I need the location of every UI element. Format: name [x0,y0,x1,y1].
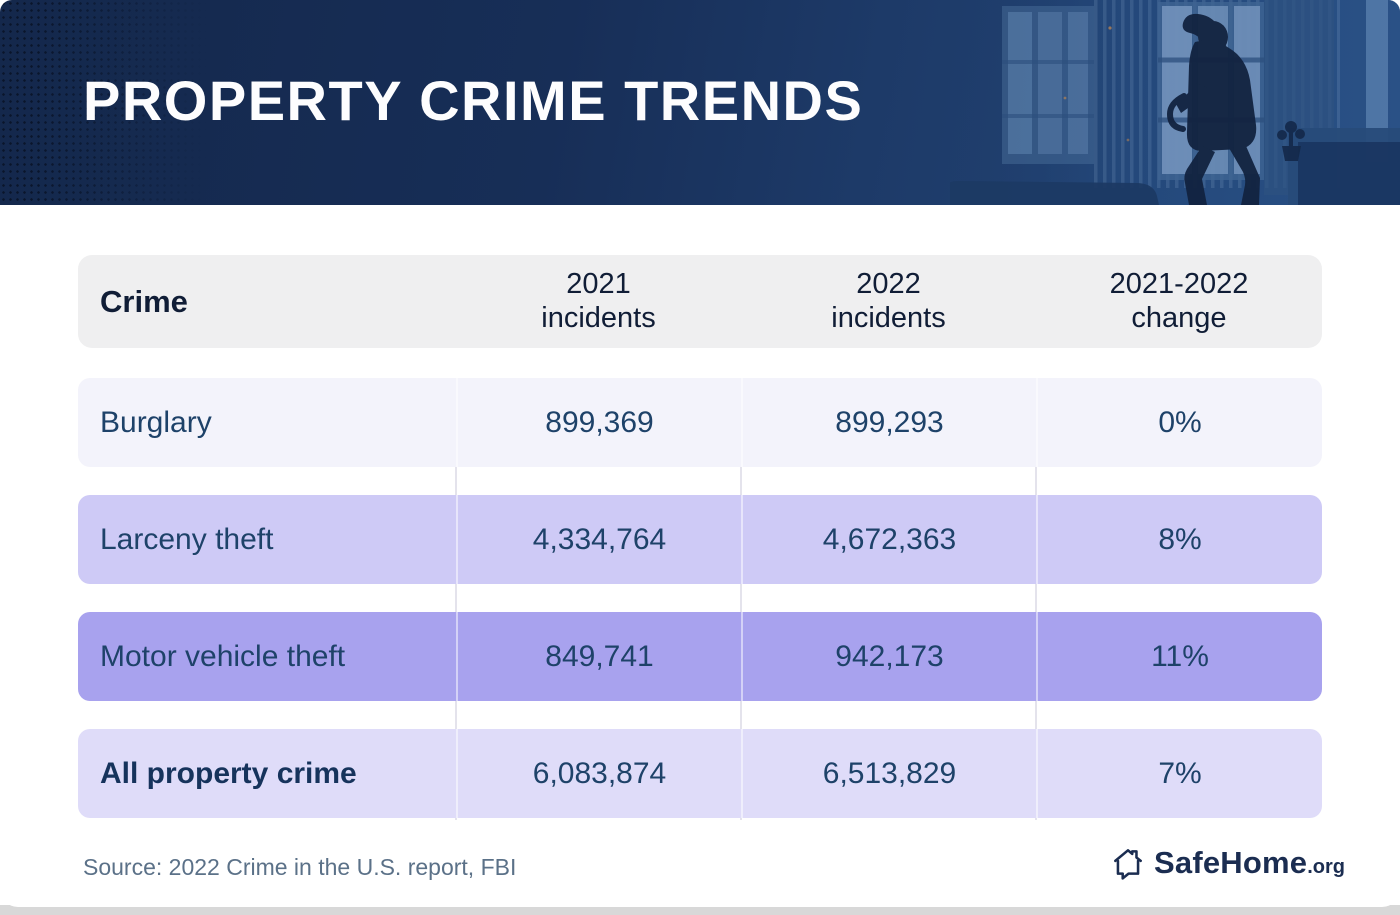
burglar-illustration [950,0,1400,205]
incidents-2022-cell: 899,293 [741,378,1036,467]
page-title: PROPERTY CRIME TRENDS [83,69,864,132]
dot-texture [0,0,215,205]
column-divider [740,378,742,820]
table-row-all-property-crime: All property crime 6,083,874 6,513,829 7… [78,729,1322,818]
crime-cell: Motor vehicle theft [100,639,346,673]
incidents-2021-cell: 6,083,874 [456,729,741,818]
column-header-change: 2021-2022 change [1109,267,1249,334]
table-header-row: Crime 2021 incidents 2022 incidents 2021… [78,255,1322,348]
burglar-silhouette [1166,13,1260,205]
incidents-2022-cell: 6,513,829 [741,729,1036,818]
logo-tld: .org [1307,856,1345,878]
column-header-2021-incidents: 2021 incidents [541,267,656,334]
crime-cell: Larceny theft [100,522,274,556]
column-divider [1035,378,1037,820]
table-row-motor-vehicle-theft: Motor vehicle theft 849,741 942,173 11% [78,612,1322,701]
change-cell: 11% [1036,612,1322,701]
crime-cell: All property crime [100,756,357,790]
safehome-logo: SafeHome .org [1110,845,1345,881]
page-background-edge [0,905,1400,915]
change-cell: 0% [1036,378,1322,467]
column-dividers [78,378,1322,820]
change-cell: 8% [1036,495,1322,584]
column-header-2022-incidents: 2022 incidents [831,267,946,334]
column-header-crime: Crime [100,283,188,319]
house-icon [1114,849,1142,880]
furniture [950,121,1400,205]
source-citation: Source: 2022 Crime in the U.S. report, F… [83,854,517,880]
column-divider [455,378,457,820]
incidents-2022-cell: 942,173 [741,612,1036,701]
window-left [1002,6,1094,164]
incidents-2021-cell: 849,741 [456,612,741,701]
logo-name: SafeHome [1154,845,1308,880]
header-banner: PROPERTY CRIME TRENDS [0,0,1400,205]
incidents-2021-cell: 899,369 [456,378,741,467]
plant [1277,121,1305,161]
incidents-2022-cell: 4,672,363 [741,495,1036,584]
logo-text: SafeHome .org [1154,845,1345,881]
crime-table: Crime 2021 incidents 2022 incidents 2021… [78,255,1322,820]
crime-cell: Burglary [100,405,212,439]
change-cell: 7% [1036,729,1322,818]
table-row-burglary: Burglary 899,369 899,293 0% [78,378,1322,467]
incidents-2021-cell: 4,334,764 [456,495,741,584]
table-row-larceny-theft: Larceny theft 4,334,764 4,672,363 8% [78,495,1322,584]
